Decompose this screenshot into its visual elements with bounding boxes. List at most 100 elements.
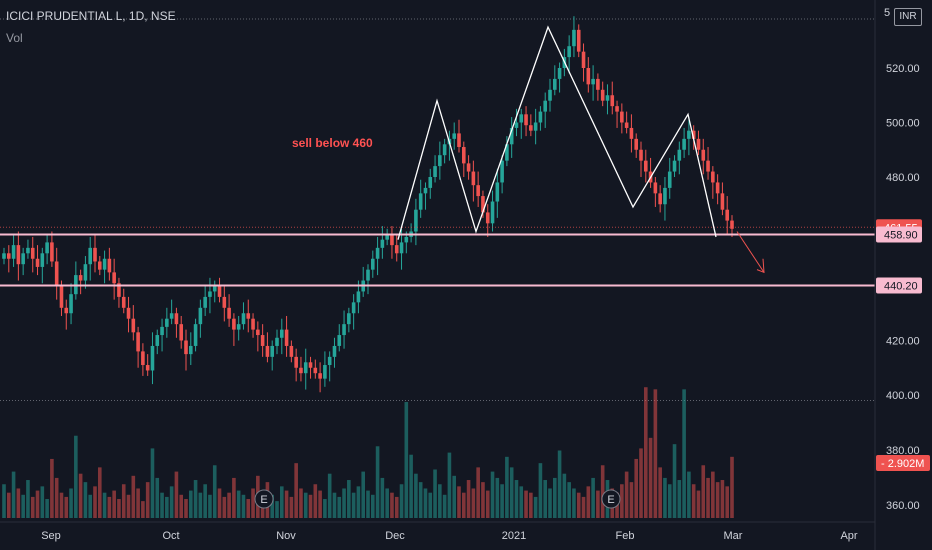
volume-bar	[69, 488, 73, 518]
volume-bar	[193, 480, 198, 518]
volume-bar	[581, 496, 586, 518]
candle-body	[265, 345, 270, 357]
volume-bar	[318, 490, 322, 518]
volume-bar	[332, 492, 337, 518]
candle-body	[624, 122, 629, 128]
volume-bar	[327, 473, 332, 518]
candle-body	[586, 68, 591, 85]
candle-body	[313, 367, 318, 374]
volume-bar	[533, 496, 538, 518]
candle-body	[399, 242, 404, 254]
candle-body	[390, 234, 394, 246]
candle-body	[303, 362, 308, 374]
volume-bar	[313, 484, 318, 518]
y-tick-label: 400.00	[886, 390, 920, 402]
candle-body	[227, 307, 231, 319]
candle-body	[433, 166, 437, 177]
volume-bar	[418, 482, 423, 518]
volume-bar	[6, 492, 11, 518]
volume-bar	[323, 499, 327, 518]
volume-bar	[241, 494, 246, 518]
volume-bar	[347, 480, 351, 518]
candle-body	[428, 177, 433, 188]
volume-bar	[409, 454, 413, 518]
volume-bar	[356, 486, 361, 518]
candle-body	[327, 356, 332, 366]
volume-bar	[97, 467, 102, 518]
volume-bar	[682, 389, 686, 518]
volume-bar	[596, 490, 600, 518]
price-tag	[876, 226, 922, 243]
candle-body	[524, 114, 528, 126]
volume-bar	[74, 435, 78, 518]
candle-body	[356, 291, 361, 303]
candle-body	[179, 324, 184, 341]
volume-bar	[40, 486, 45, 518]
candle-body	[64, 307, 69, 314]
volume-bar	[476, 467, 480, 518]
x-tick-label: Dec	[385, 530, 405, 542]
candle-body	[495, 182, 500, 202]
candle-body	[117, 283, 121, 297]
candle-body	[591, 78, 595, 85]
candle-body	[193, 324, 198, 346]
candle-body	[136, 332, 140, 352]
candle-body	[323, 365, 327, 379]
volume-bar	[251, 488, 255, 518]
down-arrow-head	[756, 258, 765, 274]
x-tick-label: Mar	[724, 530, 743, 542]
candle-body	[208, 291, 212, 297]
candle-body	[643, 160, 648, 172]
volume-bar	[461, 492, 466, 518]
down-arrow-shaft	[736, 231, 765, 273]
candle-body	[184, 340, 188, 355]
volume-bar	[11, 471, 16, 518]
candle-body	[97, 261, 102, 270]
candle-body	[600, 89, 605, 101]
candle-body	[414, 209, 418, 232]
volume-bar	[567, 482, 571, 518]
candle-body	[107, 258, 112, 273]
candle-body	[30, 247, 35, 259]
candle-body	[59, 286, 64, 308]
volume-bar	[169, 486, 174, 518]
candle-body	[131, 318, 136, 333]
candle-body	[45, 242, 49, 254]
candle-body	[404, 236, 409, 243]
volume-bar	[160, 492, 164, 518]
earnings-circle	[601, 489, 621, 509]
candle-body	[485, 212, 490, 224]
volume-bar	[495, 477, 500, 518]
candle-body	[126, 307, 131, 319]
candle-body	[294, 356, 298, 368]
candle-body	[715, 182, 720, 194]
currency-badge[interactable]: INR	[894, 8, 922, 26]
candle-body	[634, 138, 639, 150]
volume-bar	[54, 477, 59, 518]
candle-body	[533, 122, 538, 131]
candle-body	[112, 272, 116, 284]
candle-body	[165, 318, 169, 327]
volume-bar	[212, 465, 217, 518]
volume-bar	[505, 456, 509, 518]
candle-body	[509, 127, 514, 145]
candle-body	[476, 185, 480, 197]
candle-body	[452, 133, 457, 139]
candle-body	[691, 130, 696, 139]
candle-body	[260, 335, 265, 346]
x-tick-label: Feb	[616, 530, 635, 542]
candle-body	[121, 296, 126, 308]
volume-bar	[26, 480, 30, 518]
grid	[0, 18, 875, 401]
volume-bar	[433, 469, 437, 518]
candle-body	[40, 253, 45, 267]
earnings-marker[interactable]: E	[254, 489, 274, 509]
candle-body	[418, 193, 423, 210]
volume-bar	[342, 488, 346, 518]
volume-bar	[361, 471, 366, 518]
candle-body	[500, 160, 504, 183]
earnings-marker[interactable]: E	[601, 489, 621, 509]
candle-body	[529, 125, 533, 131]
candle-body	[50, 242, 54, 262]
